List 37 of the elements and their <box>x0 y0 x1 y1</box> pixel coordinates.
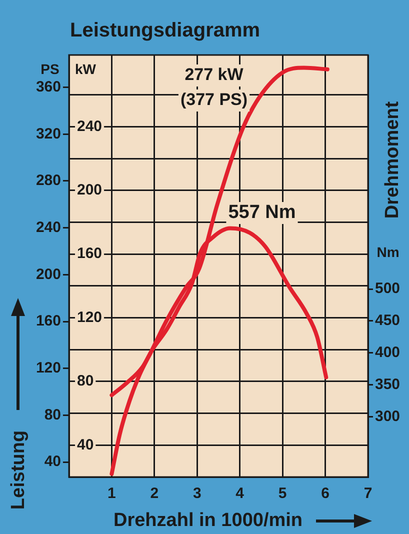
y2-tick-label: 280 <box>36 172 61 190</box>
y2-axis-title: PS <box>40 60 60 77</box>
y3-tick-label: 500 <box>375 280 400 298</box>
y3-tick-label: 300 <box>375 408 400 426</box>
x-tick-label: 4 <box>236 485 245 502</box>
y3-tick-label: 450 <box>375 312 400 330</box>
x-tick-label: 2 <box>150 485 159 502</box>
text: Drehmoment <box>382 100 404 219</box>
y3-tick-label: 400 <box>375 344 400 362</box>
y2-tick-label: 200 <box>36 266 61 283</box>
y-axis-title: kW <box>75 60 97 77</box>
x-tick-label: 3 <box>192 485 202 502</box>
y-tick-label: 160 <box>77 245 102 262</box>
text: Leistung <box>8 430 30 510</box>
x-tick-label: 1 <box>108 485 116 502</box>
annotation: 277 kW (377 PS) <box>180 65 248 110</box>
y2-tick-label: 240 <box>36 218 61 236</box>
y3-axis-title: Nm <box>376 244 400 260</box>
y-tick-label: 240 <box>77 118 102 135</box>
chart-title: Leistungsdiagramm <box>70 20 260 42</box>
y2-tick-label: 120 <box>36 359 61 376</box>
annotation: 557 Nm <box>228 202 296 224</box>
x-axis-title: Drehzahl in 1000/min <box>113 510 303 532</box>
y-tick-label: 120 <box>77 308 102 326</box>
y2-tick-label: 360 <box>36 78 61 96</box>
y-tick-label: 80 <box>77 372 94 390</box>
x-tick-label: 5 <box>278 485 287 502</box>
y2-tick-label: 80 <box>44 406 61 424</box>
x-tick-label: 7 <box>364 485 372 502</box>
y-tick-label: 200 <box>77 182 102 198</box>
y3-tick-label: 350 <box>375 376 400 394</box>
y2-tick-label: 40 <box>44 453 61 470</box>
y2-tick-label: 160 <box>36 312 61 330</box>
line-series <box>110 66 330 476</box>
y2-tick-label: 320 <box>36 125 61 142</box>
x-tick-label: 6 <box>321 485 330 502</box>
y-tick-label: 40 <box>77 436 94 454</box>
